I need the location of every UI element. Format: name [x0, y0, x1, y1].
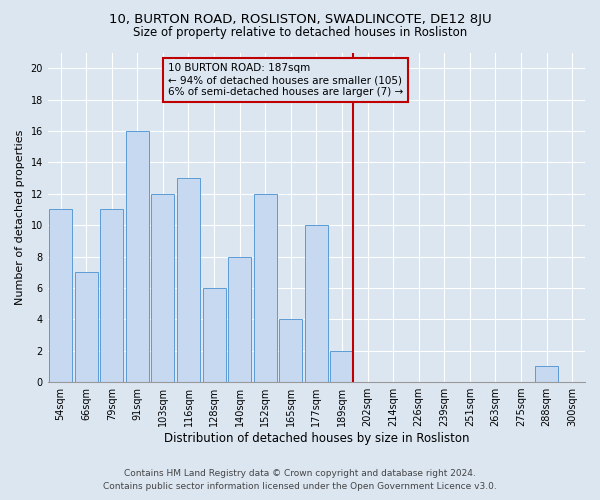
Bar [151, 194, 175, 382]
Bar [254, 194, 277, 382]
Text: 10, BURTON ROAD, ROSLISTON, SWADLINCOTE, DE12 8JU: 10, BURTON ROAD, ROSLISTON, SWADLINCOTE,… [109, 12, 491, 26]
Text: Contains public sector information licensed under the Open Government Licence v3: Contains public sector information licen… [103, 482, 497, 491]
X-axis label: Distribution of detached houses by size in Rosliston: Distribution of detached houses by size … [164, 432, 469, 445]
Text: Contains HM Land Registry data © Crown copyright and database right 2024.: Contains HM Land Registry data © Crown c… [124, 468, 476, 477]
Bar [100, 210, 123, 382]
Text: 10 BURTON ROAD: 187sqm
← 94% of detached houses are smaller (105)
6% of semi-det: 10 BURTON ROAD: 187sqm ← 94% of detached… [168, 64, 403, 96]
Bar [74, 272, 98, 382]
Bar [177, 178, 200, 382]
Bar [49, 210, 72, 382]
Bar [280, 320, 302, 382]
Text: Size of property relative to detached houses in Rosliston: Size of property relative to detached ho… [133, 26, 467, 39]
Bar [203, 288, 226, 382]
Bar [305, 225, 328, 382]
Y-axis label: Number of detached properties: Number of detached properties [15, 130, 25, 305]
Bar [126, 131, 149, 382]
Bar [228, 256, 251, 382]
Bar [331, 350, 353, 382]
Bar [535, 366, 558, 382]
